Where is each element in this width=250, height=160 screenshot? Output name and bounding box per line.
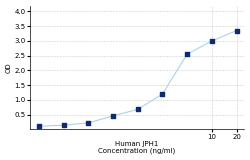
Point [37,125,41,128]
Point [136,108,140,111]
Point [111,115,115,117]
Point [62,124,66,126]
Y-axis label: OD: OD [6,62,12,73]
Point [86,122,90,124]
Point [234,29,238,32]
X-axis label: Human JPH1
Concentration (ng/ml): Human JPH1 Concentration (ng/ml) [98,141,176,154]
Point [185,53,189,56]
Point [210,40,214,42]
Point [160,93,164,95]
